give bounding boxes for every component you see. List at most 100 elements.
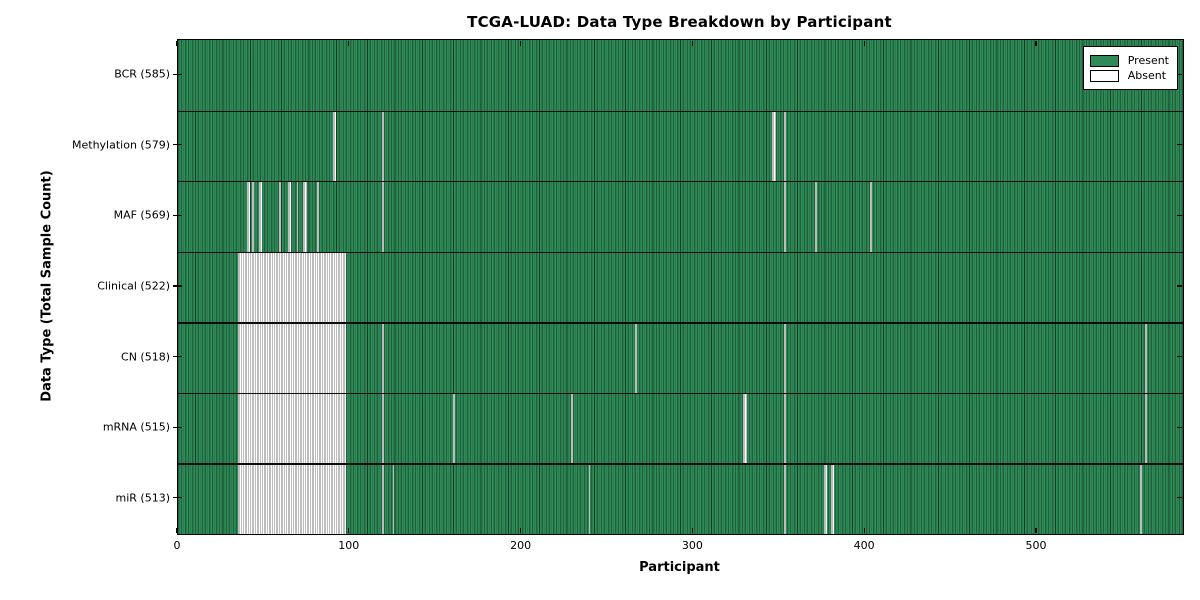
- x-tick-mark: [176, 40, 178, 46]
- matrix-row-maf: [178, 181, 1183, 252]
- absent-bar: [452, 392, 455, 464]
- absent-bar: [634, 322, 637, 393]
- row-separator: [178, 251, 1183, 253]
- absent-bar: [251, 181, 254, 252]
- x-tick-mark: [176, 528, 178, 533]
- absent-bar: [830, 463, 835, 534]
- absent-bar: [870, 181, 873, 252]
- x-tick-label-300: 300: [681, 539, 703, 552]
- x-tick-mark: [691, 528, 693, 533]
- absent-bar: [823, 463, 828, 534]
- plot-area: Present Absent: [177, 39, 1184, 535]
- y-tick-mark: [1177, 497, 1182, 499]
- y-tick-mark: [1177, 426, 1182, 428]
- absent-bar: [238, 251, 347, 323]
- y-tick-label-cn: CN (518): [121, 350, 170, 364]
- absent-bar: [1145, 392, 1147, 464]
- y-tick-label-methylation: Methylation (579): [72, 138, 170, 152]
- matrix-row-mrna: [178, 392, 1183, 464]
- x-tick-mark: [1035, 528, 1037, 533]
- absent-bar: [279, 181, 282, 252]
- y-tick-label-mir: miR (513): [115, 491, 171, 505]
- y-tick-mark: [173, 285, 182, 287]
- y-tick-label-bcr: BCR (585): [114, 67, 170, 81]
- absent-bar: [382, 181, 385, 252]
- row-separator: [178, 463, 1183, 465]
- absent-bar: [784, 392, 787, 464]
- x-tick-label-400: 400: [853, 539, 875, 552]
- absent-bar: [332, 110, 337, 182]
- y-tick-mark: [173, 355, 182, 358]
- absent-bar: [772, 110, 776, 182]
- absent-bar: [815, 181, 818, 252]
- absent-bar: [784, 322, 787, 393]
- absent-bar: [784, 181, 787, 252]
- row-separator: [178, 110, 1183, 112]
- y-tick-mark: [173, 426, 182, 428]
- absent-bar: [382, 463, 385, 534]
- x-tick-mark: [519, 40, 522, 46]
- x-tick-mark: [691, 40, 693, 46]
- x-tick-mark: [519, 528, 522, 533]
- y-tick-mark: [1177, 285, 1182, 287]
- legend-entry-absent: Absent: [1089, 69, 1169, 82]
- y-tick-label-maf: MAF (569): [113, 208, 170, 222]
- absent-bar: [382, 322, 385, 393]
- absent-bar: [588, 463, 591, 534]
- absent-bar: [303, 181, 307, 252]
- y-tick-label-clinical: Clinical (522): [97, 279, 170, 293]
- absent-bar: [571, 392, 574, 464]
- legend-swatch-absent: [1089, 69, 1119, 82]
- row-separator: [178, 181, 1183, 183]
- absent-bar: [1140, 463, 1142, 534]
- y-tick-mark: [1177, 73, 1182, 75]
- legend-label-absent: Absent: [1127, 69, 1167, 82]
- y-tick-mark: [1177, 144, 1182, 146]
- y-tick-mark: [1177, 355, 1182, 358]
- absent-bar: [784, 463, 787, 534]
- absent-bar: [317, 181, 319, 252]
- x-tick-label-200: 200: [510, 539, 532, 552]
- x-tick-label-100: 100: [338, 539, 360, 552]
- legend-entry-present: Present: [1089, 54, 1169, 67]
- matrix-row-mir: [178, 463, 1183, 534]
- y-tick-mark: [173, 214, 182, 217]
- absent-bar: [743, 392, 747, 464]
- absent-bar: [238, 392, 347, 464]
- x-tick-mark: [863, 528, 865, 533]
- y-tick-mark: [173, 144, 182, 146]
- chart-title: TCGA-LUAD: Data Type Breakdown by Partic…: [467, 13, 892, 31]
- x-tick-mark: [863, 40, 865, 46]
- absent-bar: [392, 463, 395, 534]
- matrix-row-cn: [178, 322, 1183, 393]
- absent-bar: [287, 181, 292, 252]
- y-tick-mark: [1177, 214, 1182, 217]
- row-separator: [178, 322, 1183, 324]
- absent-bar: [296, 181, 299, 252]
- legend-label-present: Present: [1127, 54, 1169, 67]
- matrix-row-methylation: [178, 110, 1183, 182]
- absent-bar: [258, 181, 263, 252]
- absent-bar: [382, 110, 385, 182]
- x-tick-mark: [1035, 40, 1037, 46]
- y-tick-label-mrna: mRNA (515): [102, 420, 170, 434]
- row-separator: [178, 392, 1183, 395]
- y-axis-label: Data Type (Total Sample Count): [39, 170, 55, 402]
- x-tick-label-500: 500: [1025, 539, 1047, 552]
- y-tick-mark: [173, 73, 182, 75]
- matrix-row-bcr: [178, 40, 1183, 111]
- matrix-row-clinical: [178, 251, 1183, 323]
- absent-bar: [246, 181, 251, 252]
- x-tick-mark: [348, 528, 350, 533]
- absent-bar: [1145, 322, 1147, 393]
- legend: Present Absent: [1082, 46, 1178, 90]
- absent-bar: [784, 110, 787, 182]
- x-axis-label: Participant: [639, 560, 720, 575]
- x-tick-mark: [348, 40, 350, 46]
- y-tick-mark: [173, 497, 182, 499]
- absent-bar: [238, 463, 347, 534]
- absent-bar: [382, 392, 385, 464]
- legend-swatch-present: [1089, 54, 1119, 67]
- x-tick-label-0: 0: [173, 539, 181, 552]
